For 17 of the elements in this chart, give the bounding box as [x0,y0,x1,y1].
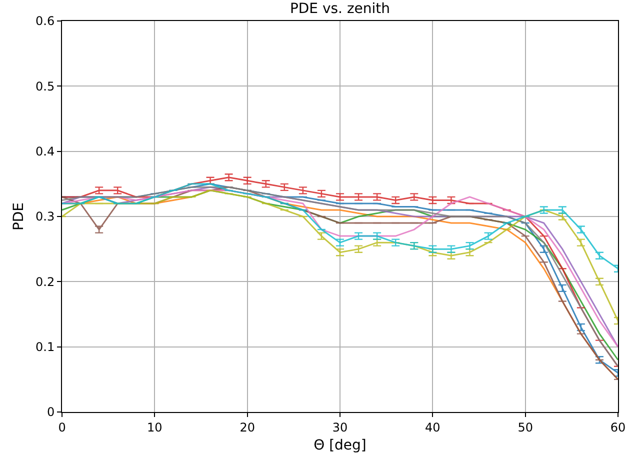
x-tick-label: 10 [147,420,162,434]
y-tick-label: 0.5 [36,79,55,94]
x-tick-label: 40 [425,420,440,434]
chart-title: PDE vs. zenith [290,0,390,17]
y-tick-label: 0.3 [36,210,55,224]
y-tick-label: 0.6 [36,14,55,28]
x-tick-label: 60 [610,420,626,434]
x-axis-title: Θ [deg] [314,438,366,454]
y-tick-label: 0.2 [36,274,55,289]
x-tick-label: 20 [240,420,255,434]
x-tick-label: 50 [518,420,533,434]
y-tick-label: 0 [46,405,55,420]
y-tick-label: 0.4 [36,144,55,159]
y-tick-label: 0.1 [36,340,55,354]
x-tick-label: 0 [58,420,66,434]
x-tick-label: 30 [332,420,348,434]
y-axis-title: PDE [11,202,28,231]
